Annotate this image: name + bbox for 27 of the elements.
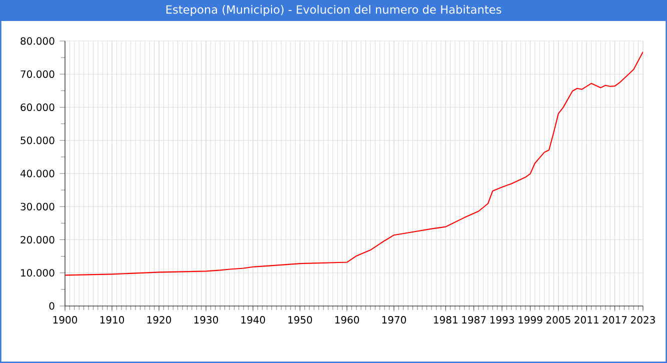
x-tick-label: 2017 [602, 316, 627, 324]
y-tick-label: 60.000 [20, 103, 54, 112]
y-tick-label: 40.000 [20, 170, 54, 178]
x-tick-label: 1950 [288, 316, 312, 324]
x-tick-label: 2023 [631, 316, 655, 324]
y-tick-label: 30.000 [20, 202, 54, 210]
chart-title: Estepona (Municipio) - Evolucion del numero de Habitantes [166, 4, 502, 16]
y-tick-label: 70.000 [20, 70, 54, 78]
y-tick-label: 20.000 [20, 236, 54, 244]
x-tick-label: 1910 [100, 316, 124, 324]
x-tick-label: 1987 [462, 316, 486, 324]
x-tick-label: 2005 [546, 316, 570, 324]
x-tick-label: 1999 [518, 316, 542, 324]
x-tick-label: 1981 [434, 316, 458, 324]
x-tick-label: 1930 [194, 316, 218, 324]
x-tick-label: 1993 [490, 316, 514, 324]
x-tick-label: 1920 [147, 316, 172, 324]
x-tick-label: 1900 [53, 316, 78, 324]
line-series [65, 51, 643, 276]
x-tick-label: 1970 [382, 316, 406, 324]
y-tick-label: 0 [49, 302, 54, 310]
x-tick-label: 2011 [574, 316, 598, 324]
x-tick-label: 1940 [241, 316, 266, 324]
x-tick-label: 1960 [335, 316, 359, 324]
y-tick-label: 80.000 [20, 37, 54, 45]
y-tick-label: 10.000 [21, 269, 54, 277]
y-tick-label: 50.000 [20, 136, 54, 144]
